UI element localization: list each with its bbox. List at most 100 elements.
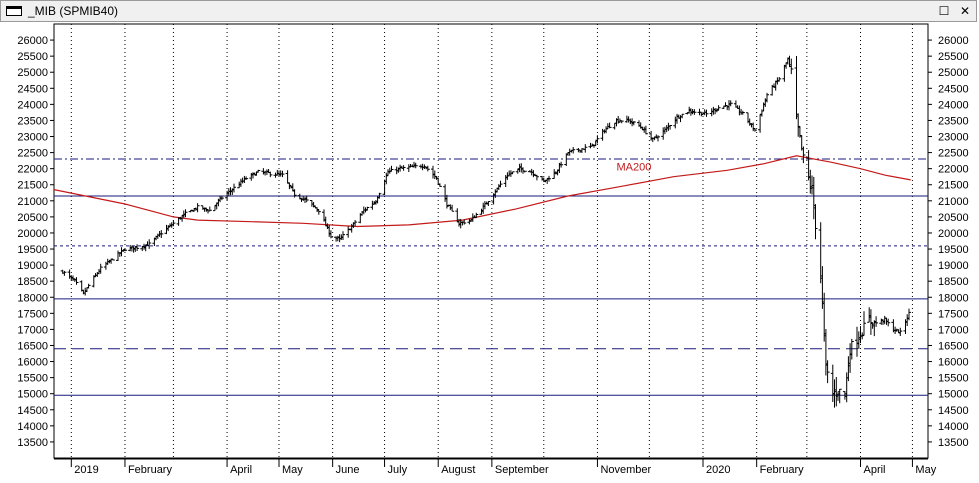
ohlc-bar xyxy=(680,113,685,119)
ohlc-bar xyxy=(462,219,467,225)
y-tick-label-left: 16500 xyxy=(17,340,48,352)
x-tick-label: April xyxy=(230,464,252,476)
ohlc-bar xyxy=(777,77,782,82)
ohlc-bar xyxy=(583,144,588,153)
ohlc-bar xyxy=(425,165,430,172)
x-tick-label: May xyxy=(282,464,303,476)
y-tick-label-left: 23000 xyxy=(17,132,48,144)
ohlc-bar xyxy=(510,171,515,175)
ohlc-bar xyxy=(534,174,539,181)
ohlc-bar xyxy=(643,125,648,135)
ohlc-bar xyxy=(159,230,164,238)
x-tick-label: April xyxy=(864,464,886,476)
y-tick-label-left: 14500 xyxy=(17,405,48,417)
ohlc-bar xyxy=(728,100,733,107)
ohlc-bar xyxy=(704,109,709,117)
ohlc-bar xyxy=(437,183,442,187)
ohlc-bar xyxy=(256,169,261,173)
ohlc-bar xyxy=(91,275,96,288)
ohlc-bar xyxy=(135,244,140,251)
ma200-label: MA200 xyxy=(616,161,651,173)
y-tick-label-left: 21000 xyxy=(17,196,48,208)
ohlc-bar xyxy=(656,135,660,142)
y-tick-label-left: 25000 xyxy=(17,67,48,79)
price-chart[interactable]: 13500 13500 14000 14000 14500 14500 15000 15000… xyxy=(0,22,979,483)
x-tick-label: November xyxy=(600,464,651,476)
ohlc-bar xyxy=(522,170,527,173)
y-tick-label-right: 16500 xyxy=(938,340,969,352)
y-tick-label-left: 26000 xyxy=(17,35,48,47)
y-tick-label-right: 23500 xyxy=(938,115,969,127)
ohlc-bar xyxy=(801,146,806,164)
x-tick-label: September xyxy=(495,464,549,476)
window-title: _MIB (SPMIB40) xyxy=(28,4,119,18)
title-bar[interactable]: _MIB (SPMIB40) ☐ ✕ xyxy=(0,0,977,22)
ohlc-bar xyxy=(849,338,854,360)
ohlc-bar xyxy=(907,308,911,321)
ohlc-bar xyxy=(740,110,745,115)
ohlc-bar xyxy=(692,109,697,115)
x-tick-label: July xyxy=(388,464,408,476)
plot-area xyxy=(53,23,929,459)
x-tick-label: June xyxy=(336,464,360,476)
y-tick-label-left: 23500 xyxy=(17,115,48,127)
ohlc-bar xyxy=(874,316,879,327)
ohlc-bar xyxy=(862,311,866,336)
y-tick-label-left: 14000 xyxy=(17,421,48,433)
ma200-line xyxy=(53,155,911,228)
y-tick-label-right: 21500 xyxy=(938,180,969,192)
y-tick-label-left: 25500 xyxy=(17,51,48,63)
ohlc-bar xyxy=(486,201,491,206)
window-icon xyxy=(6,6,22,16)
ohlc-bar xyxy=(716,105,721,111)
ohlc-bars xyxy=(60,55,911,408)
y-tick-label-right: 24500 xyxy=(938,83,969,95)
y-tick-label-right: 24000 xyxy=(938,99,969,111)
ohlc-bar xyxy=(86,283,91,289)
y-tick-label-right: 17000 xyxy=(938,324,969,336)
ohlc-bar xyxy=(365,206,370,211)
ohlc-bar xyxy=(474,212,479,218)
y-tick-label-left: 20500 xyxy=(17,212,48,224)
ohlc-bar xyxy=(789,58,794,75)
y-tick-label-right: 14000 xyxy=(938,421,969,433)
y-tick-label-left: 18000 xyxy=(17,292,48,304)
ohlc-bar xyxy=(668,124,673,130)
ohlc-bar xyxy=(123,248,127,252)
y-tick-label-right: 14500 xyxy=(938,405,969,417)
ohlc-bar xyxy=(547,175,551,182)
y-tick-label-left: 19500 xyxy=(17,244,48,256)
y-tick-label-right: 26000 xyxy=(938,35,969,47)
y-tick-label-left: 21500 xyxy=(17,180,48,192)
ohlc-bar xyxy=(450,204,455,212)
ohlc-bar xyxy=(595,135,600,144)
y-tick-label-right: 15000 xyxy=(938,389,969,401)
ohlc-bar xyxy=(315,207,320,212)
ohlc-bar xyxy=(898,327,903,336)
close-button[interactable]: ✕ xyxy=(959,4,971,18)
y-tick-label-left: 15500 xyxy=(17,373,48,385)
x-tick-label: February xyxy=(760,464,805,476)
ohlc-bar xyxy=(413,162,418,169)
ohlc-bar xyxy=(244,176,249,180)
x-tick-label: 2019 xyxy=(74,464,98,476)
ohlc-bar xyxy=(280,170,285,178)
ohlc-bar xyxy=(401,165,406,171)
y-tick-label-left: 13500 xyxy=(17,437,48,449)
y-tick-label-left: 17500 xyxy=(17,308,48,320)
y-tick-label-right: 22500 xyxy=(938,148,969,160)
y-tick-label-right: 17500 xyxy=(938,308,969,320)
y-tick-label-right: 19000 xyxy=(938,260,969,272)
ohlc-bar xyxy=(886,318,891,327)
ohlc-bar xyxy=(268,171,273,178)
y-tick-label-left: 15000 xyxy=(17,389,48,401)
maximize-button[interactable]: ☐ xyxy=(938,4,950,18)
x-tick-label: February xyxy=(128,464,173,476)
y-tick-label-right: 20000 xyxy=(938,228,969,240)
ohlc-bar xyxy=(341,231,345,240)
y-tick-label-right: 25000 xyxy=(938,67,969,79)
ohlc-bar xyxy=(377,192,382,199)
y-tick-label-left: 22000 xyxy=(17,164,48,176)
ohlc-bar xyxy=(868,309,873,335)
